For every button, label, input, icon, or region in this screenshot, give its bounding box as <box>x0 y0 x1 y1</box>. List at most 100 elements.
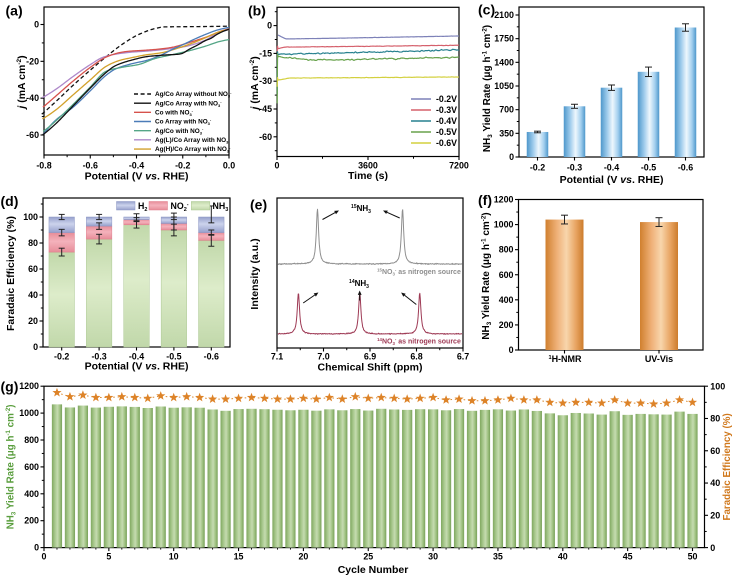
svg-text:Potential (V vs. RHE): Potential (V vs. RHE) <box>85 171 189 183</box>
svg-text:400: 400 <box>24 489 39 499</box>
svg-text:3600: 3600 <box>358 160 378 170</box>
svg-text:Ag/Co Array with NO3-​: Ag/Co Array with NO3-​ <box>155 99 222 108</box>
svg-text:-0.2V: -0.2V <box>436 94 457 104</box>
svg-text:1000: 1000 <box>494 220 514 230</box>
svg-text:15​NO3-​ as nitrogen source: 15​NO3-​ as nitrogen source <box>377 267 461 276</box>
svg-text:0: 0 <box>509 345 514 355</box>
svg-text:-0.2: -0.2 <box>54 352 69 362</box>
svg-text:Co Array with NO3-​: Co Array with NO3-​ <box>155 117 212 126</box>
svg-text:200: 200 <box>24 516 39 526</box>
svg-text:80: 80 <box>710 414 720 424</box>
svg-text:Ag/Co Array without NO3-​: Ag/Co Array without NO3-​ <box>155 90 232 99</box>
svg-text:-0.2: -0.2 <box>175 160 190 170</box>
svg-text:Ag(L)/Co Array with NO3-​: Ag(L)/Co Array with NO3-​ <box>155 136 230 145</box>
svg-text:800: 800 <box>499 245 514 255</box>
svg-text:80: 80 <box>28 238 38 248</box>
svg-text:Chemical Shift (ppm): Chemical Shift (ppm) <box>317 362 422 374</box>
svg-text:0: 0 <box>34 543 39 553</box>
svg-text:NH3​ Yield Rate (μg h-1​ cm-2​: NH3​ Yield Rate (μg h-1​ cm-2​) <box>481 25 494 152</box>
svg-text:60: 60 <box>28 264 38 274</box>
svg-text:350: 350 <box>499 128 514 138</box>
svg-text:-0.6: -0.6 <box>204 352 219 362</box>
svg-text:0: 0 <box>509 152 514 162</box>
svg-text:NH3​ Yield Rate (μg h-1​ cm-2​: NH3​ Yield Rate (μg h-1​ cm-2​) <box>5 405 18 530</box>
svg-text:Cycle Number: Cycle Number <box>338 564 409 576</box>
svg-text:1​H-NMR: 1​H-NMR <box>548 354 582 364</box>
svg-text:-0.3V: -0.3V <box>436 105 457 115</box>
svg-text:-60: -60 <box>26 130 39 140</box>
svg-text:(d): (d) <box>1 193 19 209</box>
svg-text:j (mA cm-2​): j (mA cm-2​) <box>16 55 28 110</box>
svg-text:0: 0 <box>267 21 272 31</box>
svg-text:-45: -45 <box>259 104 272 114</box>
svg-text:-0.5: -0.5 <box>641 163 656 173</box>
svg-text:1200: 1200 <box>19 381 39 391</box>
svg-text:0: 0 <box>275 160 280 170</box>
svg-text:45: 45 <box>623 552 633 562</box>
svg-text:1000: 1000 <box>19 408 39 418</box>
svg-text:14​NO3-​ as nitrogen source: 14​NO3-​ as nitrogen source <box>377 337 461 346</box>
svg-text:(f): (f) <box>478 192 492 208</box>
svg-text:0.0: 0.0 <box>223 160 235 170</box>
svg-text:40: 40 <box>558 552 568 562</box>
svg-text:1200: 1200 <box>494 195 514 205</box>
svg-text:7200: 7200 <box>449 160 469 170</box>
svg-text:0: 0 <box>710 543 715 553</box>
svg-text:200: 200 <box>499 320 514 330</box>
svg-text:20: 20 <box>28 316 38 326</box>
svg-text:-20: -20 <box>26 56 39 66</box>
svg-text:Faradaic Efficiency (%): Faradaic Efficiency (%) <box>722 413 733 520</box>
svg-text:Co with NO3-​: Co with NO3-​ <box>155 108 194 117</box>
svg-text:20: 20 <box>710 511 720 521</box>
svg-text:(g): (g) <box>1 379 19 395</box>
svg-text:NH3​: NH3​ <box>213 201 229 213</box>
svg-text:-0.8: -0.8 <box>36 160 51 170</box>
svg-text:2100: 2100 <box>494 10 514 20</box>
svg-text:Time (s): Time (s) <box>348 170 388 182</box>
svg-text:6.7: 6.7 <box>457 352 469 362</box>
svg-text:14​NH3​: 14​NH3​ <box>349 279 369 290</box>
svg-text:15: 15 <box>234 552 244 562</box>
svg-text:-0.2: -0.2 <box>530 163 545 173</box>
svg-text:1400: 1400 <box>494 57 514 67</box>
svg-text:1750: 1750 <box>494 34 514 44</box>
svg-text:40: 40 <box>28 290 38 300</box>
svg-text:-60: -60 <box>259 132 272 142</box>
svg-text:Ag/Co with NO3-​: Ag/Co with NO3-​ <box>155 127 204 136</box>
svg-text:20: 20 <box>298 552 308 562</box>
svg-text:400: 400 <box>499 295 514 305</box>
svg-text:-0.3: -0.3 <box>567 163 582 173</box>
svg-text:0: 0 <box>33 342 38 352</box>
svg-text:UV-Vis: UV-Vis <box>645 354 673 364</box>
svg-text:35: 35 <box>493 552 503 562</box>
svg-text:j (mA cm-2​): j (mA cm-2​) <box>249 56 261 111</box>
svg-text:100: 100 <box>23 212 38 222</box>
svg-text:-0.4: -0.4 <box>129 160 144 170</box>
svg-text:600: 600 <box>24 462 39 472</box>
svg-text:6.8: 6.8 <box>410 352 422 362</box>
svg-text:NH3​ Yield Rate (μg h-1​ cm-2​: NH3​ Yield Rate (μg h-1​ cm-2​) <box>480 212 493 339</box>
svg-text:40: 40 <box>710 478 720 488</box>
svg-text:15​NH3​: 15​NH3​ <box>351 204 371 215</box>
svg-text:-30: -30 <box>259 76 272 86</box>
svg-text:25: 25 <box>363 552 373 562</box>
svg-text:-0.4: -0.4 <box>129 352 144 362</box>
svg-text:-0.6V: -0.6V <box>436 138 457 148</box>
svg-text:700: 700 <box>499 105 514 115</box>
svg-text:(c): (c) <box>478 2 495 18</box>
svg-text:Faradaic Efficiency (%): Faradaic Efficiency (%) <box>5 216 17 331</box>
svg-text:-0.4: -0.4 <box>604 163 619 173</box>
svg-text:6.9: 6.9 <box>364 352 376 362</box>
svg-text:-0.3: -0.3 <box>91 352 106 362</box>
svg-text:10: 10 <box>169 552 179 562</box>
svg-text:-0.6: -0.6 <box>83 160 98 170</box>
svg-text:60: 60 <box>710 446 720 456</box>
svg-text:(e): (e) <box>250 197 267 213</box>
svg-text:30: 30 <box>428 552 438 562</box>
svg-text:Intensity (a.u.): Intensity (a.u.) <box>249 238 261 309</box>
svg-text:-0.5V: -0.5V <box>436 127 457 137</box>
svg-text:800: 800 <box>24 435 39 445</box>
svg-text:Ag(H)/Co Array with NO3-​: Ag(H)/Co Array with NO3-​ <box>155 145 231 154</box>
svg-text:5: 5 <box>106 552 111 562</box>
svg-text:-15: -15 <box>259 48 272 58</box>
